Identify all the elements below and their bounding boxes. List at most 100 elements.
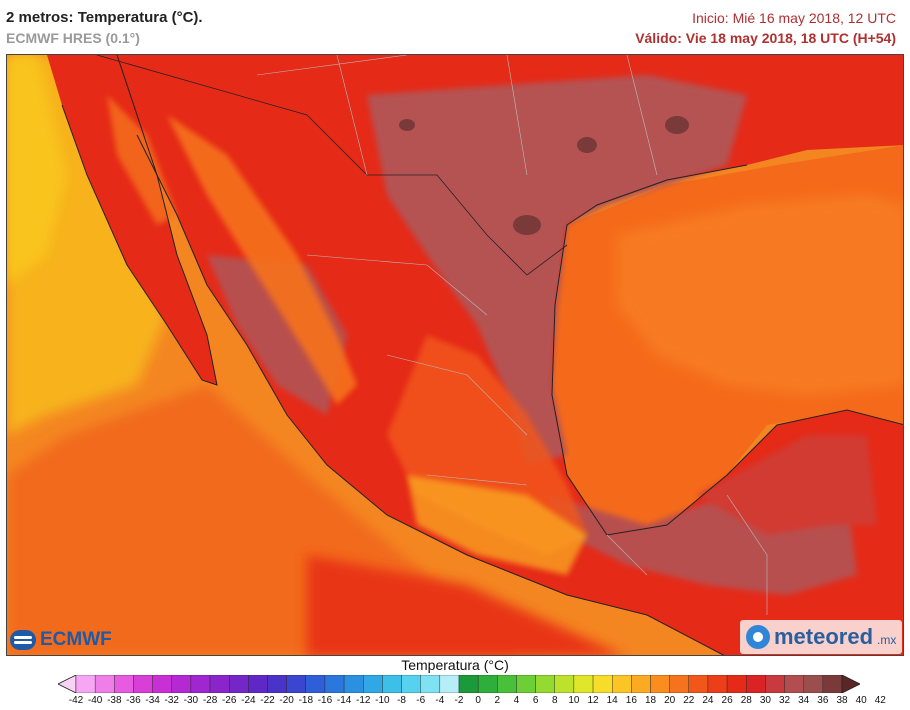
sierra-madre-occidental [167,115,357,405]
colorbar-swatch [94,675,115,693]
colorbar-swatch [516,675,536,693]
ecmwf-logo-icon [10,630,36,650]
coolest-pacific-region [7,55,67,285]
meteored-logo-suffix: .mx [877,633,897,647]
colorbar-tick-label: -32 [164,695,179,706]
ecmwf-logo-text: ECMWF [40,629,112,650]
temperature-map[interactable] [6,54,904,656]
colorbar-tick-label: -26 [221,695,237,706]
colorbar-max-arrow [841,675,860,693]
colorbar-tick-label: 36 [817,695,829,706]
colorbar-tick-label: -20 [279,695,294,706]
map-canvas [7,55,903,655]
colorbar-tick-label: -28 [202,695,218,706]
legend-title: Temperatura (°C) [401,657,509,673]
colorbar-ticks: -42 -40 -38 -36 -34 -32 -30 -28 -26 -24 -22 -20 -18-… [0,695,910,709]
colorbar-tick-label: -36 [126,695,141,706]
colorbar-swatch [612,675,632,693]
northeast-hot-plains [367,75,747,465]
colorbar-swatch [765,675,785,693]
colorbar-swatch [75,675,96,693]
meteored-logo-text: meteored [774,624,874,649]
meteored-logo[interactable]: meteored .mx [740,620,902,654]
colorbar-tick-label: 6 [532,695,539,706]
yucatan-peninsula [697,435,877,535]
colorbar-swatch [363,675,383,693]
ecmwf-logo: ECMWF [10,628,112,652]
colorbar-swatch [133,675,153,693]
colorbar-tick-label: 2 [494,695,501,706]
colorbar-tick-label: -14 [336,695,352,706]
hot-spot-2 [577,137,597,153]
colorbar-swatch [382,675,402,693]
colorbar-tick-label: -34 [145,695,160,706]
colorbar-tick-label: 32 [778,695,791,706]
colorbar-tick-label: -4 [435,695,445,706]
colorbar-tick-label: 38 [836,695,848,706]
colorbar-tick-label: 8 [551,695,558,706]
hot-spot-1 [513,215,541,235]
colorbar-swatch [497,675,517,693]
colorbar-swatch [707,675,728,693]
colorbar-swatch [688,675,709,693]
hot-spot-3 [665,116,689,134]
colorbar-tick-label: 18 [644,695,657,706]
colorbar-tick-label: 24 [702,695,714,706]
colorbar-swatch [401,675,421,693]
colorbar-tick-label: -16 [317,695,333,706]
colorbar-swatch [726,675,747,693]
meteored-logo-icon [746,625,770,649]
colorbar-tick-label: -18 [298,695,314,706]
colorbar-swatch [324,675,345,693]
colorbar-swatch [286,675,306,693]
colorbar-swatch [343,675,364,693]
colorbar-tick-label: 28 [740,695,752,706]
gulf-coastline [551,164,903,536]
colorbar-swatch [228,675,249,693]
gulf-interior [617,195,903,395]
colorbar-swatch [305,675,326,693]
colorbar-tick-label: 0 [475,695,481,706]
colorbar-tick-label: 10 [568,695,580,706]
colorbar-tick-label: 40 [855,695,867,706]
colorbar-swatch [420,675,441,693]
hot-spot-4 [399,119,415,131]
colorbar-tick-label: -8 [397,695,406,706]
colorbar-tick-label: 34 [798,695,810,706]
pacific-coastline [136,134,725,655]
colorbar-tick-label: -12 [356,695,371,706]
colorbar-tick-label: -24 [241,695,256,706]
colorbar-swatch [822,675,843,693]
colorbar-swatch [784,675,804,693]
transvolcanic-belt [407,475,587,575]
colorbar-swatch [650,675,670,693]
colorbar-tick-label: -30 [183,695,199,706]
colorbar-swatch [746,675,766,693]
colorbar-swatch [669,675,690,693]
colorbar-tick-label: 30 [759,695,771,706]
colorbar-swatch [209,675,230,693]
colorbar-swatch [477,675,498,693]
colorbar-swatch [592,675,613,693]
colorbar-swatch [114,675,134,693]
colorbar-tick-label: 16 [625,695,637,706]
colorbar-tick-label: 20 [664,695,676,706]
map-title: 2 metros: Temperatura (°C). [6,9,203,26]
colorbar-swatch [535,675,555,693]
model-name: ECMWF HRES (0.1°) [6,30,140,46]
colorbar-swatch [573,675,594,693]
colorbar-swatch [267,675,287,693]
baja-california [47,55,217,385]
colorbar-swatch [152,675,172,693]
colorbar-tick-label: 42 [874,695,886,706]
colorbar-tick-label: -10 [375,695,390,706]
colorbar-swatch [458,675,479,693]
baja-coastline [61,55,218,386]
init-time: Inicio: Mié 16 may 2018, 12 UTC [692,10,896,26]
colorbar-swatch [171,675,192,693]
colorbar-tick-label: 14 [606,695,618,706]
colorbar-swatch [631,675,651,693]
colorbar-tick-label: 26 [721,695,733,706]
state-lines-mexico [306,254,768,615]
us-mexico-border [96,55,568,276]
